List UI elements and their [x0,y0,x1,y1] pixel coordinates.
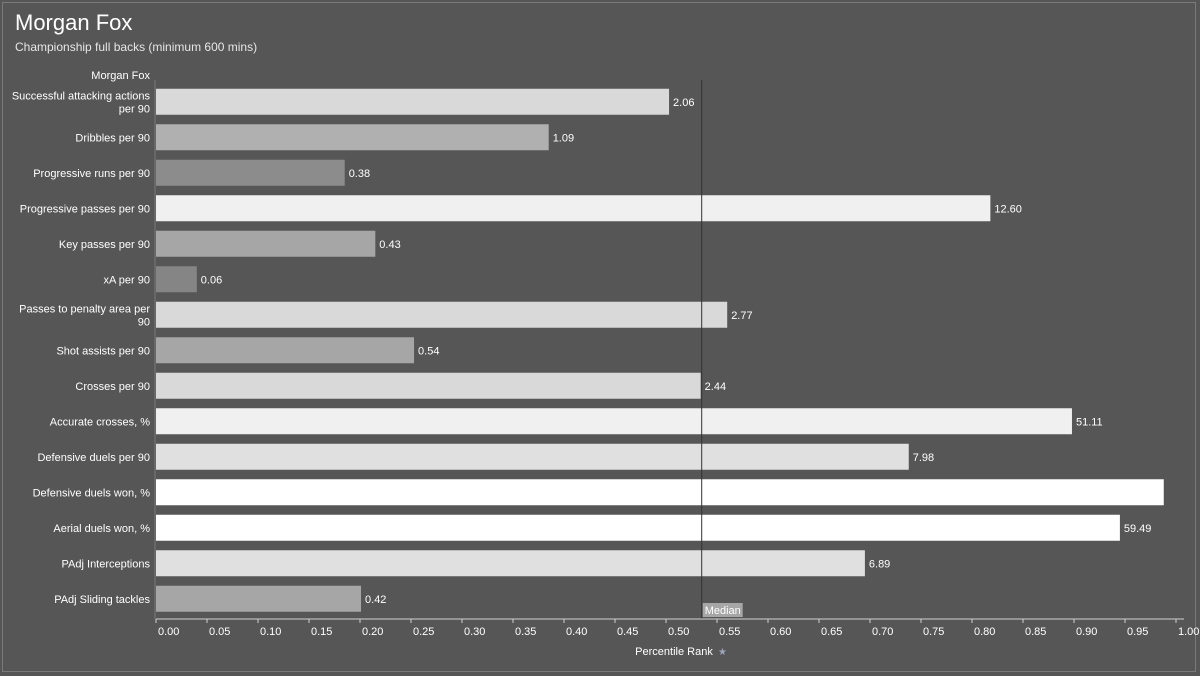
category-label: Aerial duels won, % [53,523,150,535]
x-tick-label: 0.15 [311,626,332,638]
category-label-line: Successful attacking actions [12,90,151,102]
x-tick-label: 0.05 [209,626,230,638]
x-tick-label: 0.35 [515,626,536,638]
bar [156,443,909,470]
category-label: Shot assists per 90 [56,345,150,357]
category-label-line: 90 [138,316,150,328]
bar [156,266,197,293]
value-label: 0.54 [418,345,439,357]
category-label-line: Progressive passes per 90 [20,203,150,215]
x-tick-label: 0.60 [770,626,791,638]
category-label: Key passes per 90 [59,239,150,251]
x-tick-label: 0.90 [1076,626,1097,638]
category-label: xA per 90 [104,274,150,286]
x-tick-label: 1.00 [1178,626,1199,638]
x-tick-label: 0.40 [566,626,587,638]
category-label-line: Shot assists per 90 [56,345,150,357]
bar [156,230,376,257]
category-label-line: Crosses per 90 [75,381,150,393]
category-label-line: Accurate crosses, % [50,416,150,428]
x-tick-label: 0.10 [260,626,281,638]
x-tick-label: 0.30 [464,626,485,638]
bar [156,479,1164,506]
category-label-line: Dribbles per 90 [75,132,150,144]
row-header: Morgan Fox [91,70,150,82]
bar [156,585,362,612]
x-tick-label: 0.75 [923,626,944,638]
x-axis-title: Percentile Rank [635,646,713,658]
category-label: Accurate crosses, % [50,416,150,428]
value-label: 6.89 [869,558,890,570]
value-label: 2.06 [673,97,694,109]
value-label: 1.09 [553,132,574,144]
x-tick-label: 0.55 [719,626,740,638]
bar [156,195,991,222]
x-tick-label: 0.70 [872,626,893,638]
x-tick-label: 0.45 [617,626,638,638]
x-tick-label: 0.20 [362,626,383,638]
value-label: 59.49 [1124,523,1152,535]
x-tick-label: 0.25 [413,626,434,638]
page-subtitle: Championship full backs (minimum 600 min… [15,40,258,54]
median-label: Median [705,605,741,617]
value-label: 51.11 [1076,416,1103,428]
category-label: Dribbles per 90 [75,132,150,144]
category-label: PAdj Interceptions [62,558,151,570]
category-label-line: Defensive duels won, % [33,487,151,499]
value-label: 2.77 [731,310,752,322]
page-title: Morgan Fox [15,10,133,35]
category-label-line: per 90 [119,103,150,115]
category-label: Defensive duels per 90 [37,452,150,464]
bar [156,124,549,151]
x-tick-label: 0.00 [158,626,179,638]
value-label: 12.60 [994,203,1022,215]
bar [156,408,1072,435]
value-label: 0.06 [201,274,222,286]
category-label: Crosses per 90 [75,381,150,393]
category-label: Passes to penalty area per 90 [19,303,150,328]
value-label: 0.43 [379,239,400,251]
bar [156,514,1120,541]
value-label: 0.42 [365,594,386,606]
bar [156,301,728,328]
value-label: 2.44 [705,381,726,393]
category-label-line: Key passes per 90 [59,239,150,251]
bar [156,159,345,186]
category-label: Progressive passes per 90 [20,203,150,215]
category-label-line: xA per 90 [104,274,150,286]
category-label-line: PAdj Sliding tackles [54,594,150,606]
value-label: 7.98 [913,452,934,464]
x-tick-label: 0.80 [974,626,995,638]
bar [156,88,670,115]
x-tick-label: 0.50 [668,626,689,638]
pin-icon: ★ [718,647,727,658]
category-label: Progressive runs per 90 [33,168,150,180]
bar [156,337,415,364]
bar [156,372,701,399]
category-label: PAdj Sliding tackles [54,594,150,606]
x-tick-label: 0.65 [821,626,842,638]
category-label-line: Progressive runs per 90 [33,168,150,180]
x-tick-label: 0.95 [1127,626,1148,638]
category-label-line: Passes to penalty area per [19,303,150,315]
category-label-line: PAdj Interceptions [62,558,151,570]
bar [156,550,865,577]
category-label-line: Defensive duels per 90 [37,452,150,464]
category-label: Defensive duels won, % [33,487,151,499]
x-tick-label: 0.85 [1025,626,1046,638]
category-label-line: Aerial duels won, % [53,523,150,535]
value-label: 0.38 [349,168,370,180]
category-label: Successful attacking actions per 90 [12,90,151,115]
median-label-box [702,603,743,617]
